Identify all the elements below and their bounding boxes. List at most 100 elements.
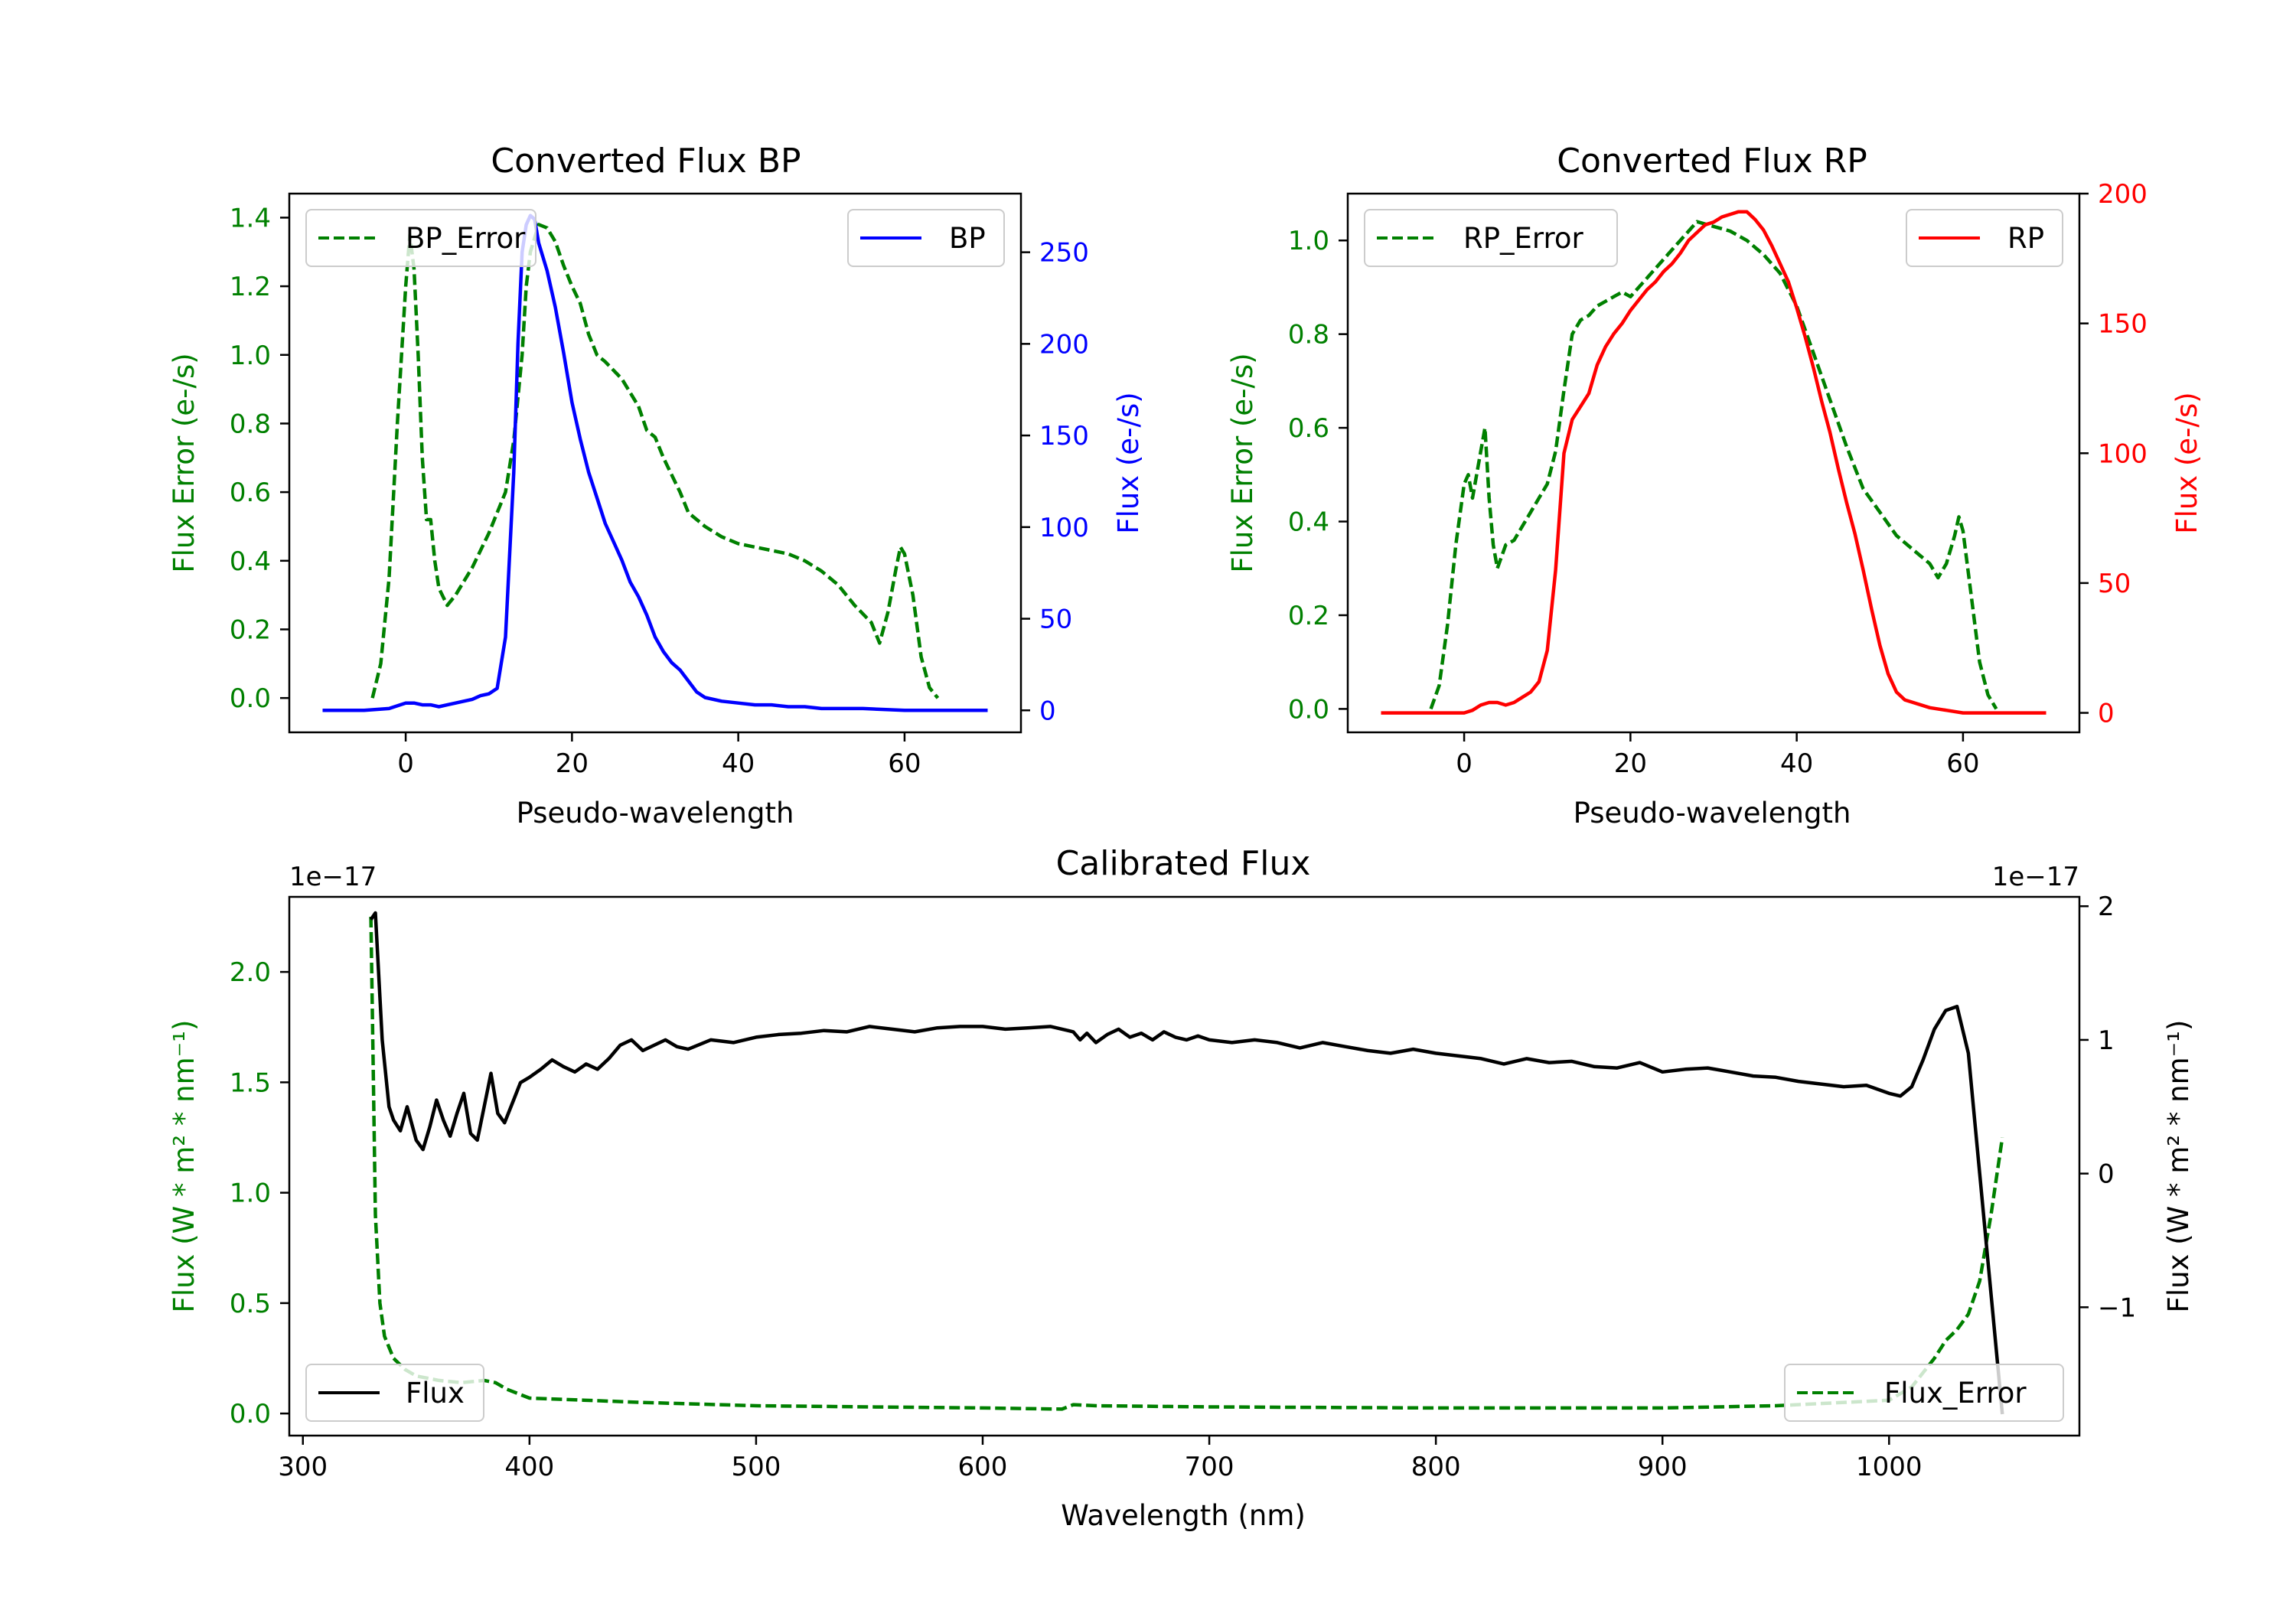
rp-ytick-right-label: 100 xyxy=(2098,438,2148,469)
calibrated-legend-left: Flux xyxy=(305,1364,484,1422)
calibrated-legend-left-box xyxy=(305,1364,484,1422)
calibrated-axes-frame xyxy=(288,895,2081,1437)
bp-ytick-left-label: 0.6 xyxy=(230,478,271,508)
calibrated-ytick-right-label: 0 xyxy=(2098,1159,2115,1190)
bp-xtick-label: 20 xyxy=(556,748,589,779)
rp-legend-left-box xyxy=(1364,209,1618,267)
rp-ytick-left-label: 0.2 xyxy=(1288,601,1329,631)
bp-ytick-right-label: 200 xyxy=(1039,329,1089,360)
rp-ytick-right-label: 50 xyxy=(2098,569,2131,599)
bp-ytick-left-label: 1.0 xyxy=(230,341,271,371)
rp-legend-right-label: RP xyxy=(2007,222,2044,255)
rp-ytick-left-label: 0.6 xyxy=(1288,413,1329,444)
rp-ytick-left-label: 0.8 xyxy=(1288,320,1329,350)
bp-series-layer xyxy=(322,214,988,712)
calibrated-xtick-label: 600 xyxy=(958,1452,1008,1482)
calibrated-series-flux xyxy=(369,911,2004,1415)
bp-title: Converted Flux BP xyxy=(491,142,801,181)
rp-legend-left-label: RP_Error xyxy=(1463,222,1583,255)
panel-rp: Converted Flux RP 0 20 40 60 0.0 0.2 0.4 0.6 0.8… xyxy=(1226,142,2203,830)
bp-xtick-label: 0 xyxy=(397,748,414,779)
bp-ytick-left-label: 1.2 xyxy=(230,272,271,302)
calibrated-ytick-right-label: −1 xyxy=(2098,1292,2136,1323)
bp-legend-left: BP_Error xyxy=(305,209,536,267)
calibrated-legend-right-label: Flux_Error xyxy=(1884,1377,2027,1410)
rp-legend-right-box xyxy=(1906,209,2063,267)
bp-series-bp xyxy=(322,214,988,712)
rp-ytick-left-label: 0.4 xyxy=(1288,507,1329,538)
bp-legend-right-label: BP xyxy=(949,222,986,255)
bp-ticks: 0 20 40 60 0.0 0.2 0.4 0.6 0.8 1.0 1.2 1.4 0 50 100 150… xyxy=(230,203,1089,779)
rp-series-layer xyxy=(1381,210,2047,715)
calibrated-ylabel-left: Flux (W * m² * nm⁻¹) xyxy=(168,1020,201,1313)
rp-xtick-label: 60 xyxy=(1946,748,1979,779)
bp-axes-frame xyxy=(288,192,1022,734)
calibrated-offset-left: 1e−17 xyxy=(289,862,377,892)
bp-ytick-right-label: 0 xyxy=(1039,696,1056,726)
bp-ytick-left-label: 0.8 xyxy=(230,409,271,439)
rp-xtick-label: 0 xyxy=(1456,748,1473,779)
bp-ylabel-left: Flux Error (e-/s) xyxy=(168,353,201,572)
bp-legend-left-label: BP_Error xyxy=(406,222,526,255)
calibrated-title: Calibrated Flux xyxy=(1056,844,1311,883)
bp-legend-right: BP xyxy=(847,209,1005,267)
bp-ylabel-right: Flux (e-/s) xyxy=(1112,392,1145,533)
rp-ytick-left-label: 0.0 xyxy=(1288,694,1329,725)
rp-title: Converted Flux RP xyxy=(1557,142,1867,181)
bp-ytick-right-label: 50 xyxy=(1039,605,1072,635)
calibrated-xtick-label: 500 xyxy=(731,1452,781,1482)
calibrated-legend-left-label: Flux xyxy=(406,1377,465,1410)
bp-legend-right-box xyxy=(847,209,1005,267)
calibrated-legend-right: Flux_Error xyxy=(1784,1364,2064,1422)
calibrated-ytick-left-label: 2.0 xyxy=(230,957,271,988)
bp-ytick-right-label: 150 xyxy=(1039,421,1089,451)
rp-axes-frame xyxy=(1346,192,2081,734)
bp-ytick-left-label: 0.2 xyxy=(230,614,271,645)
calibrated-ytick-right-label: 2 xyxy=(2098,892,2115,922)
bp-ytick-left-label: 0.0 xyxy=(230,683,271,714)
calibrated-xtick-label: 800 xyxy=(1411,1452,1461,1482)
rp-ytick-right-label: 200 xyxy=(2098,179,2148,210)
calibrated-xtick-label: 1000 xyxy=(1856,1452,1923,1482)
bp-xlabel: Pseudo-wavelength xyxy=(517,797,794,830)
bp-xtick-label: 40 xyxy=(722,748,755,779)
rp-ylabel-left: Flux Error (e-/s) xyxy=(1226,353,1259,572)
calibrated-ytick-left-label: 0.5 xyxy=(230,1289,271,1319)
rp-ylabel-right: Flux (e-/s) xyxy=(2170,392,2203,533)
bp-ytick-left-label: 0.4 xyxy=(230,546,271,577)
calibrated-ytick-left-label: 1.5 xyxy=(230,1068,271,1098)
panel-bp: Converted Flux BP 0 20 40 60 0.0 0.2 0.4 0.6 0.8… xyxy=(168,142,1145,830)
bp-series-bp-error xyxy=(370,223,940,699)
calibrated-xlabel: Wavelength (nm) xyxy=(1061,1499,1306,1532)
rp-legend-left: RP_Error xyxy=(1364,209,1618,267)
rp-ytick-right-label: 0 xyxy=(2098,699,2115,729)
bp-ytick-right-label: 250 xyxy=(1039,238,1089,269)
bp-legend-left-box xyxy=(305,209,536,267)
rp-legend-right: RP xyxy=(1906,209,2063,267)
calibrated-xtick-label: 300 xyxy=(278,1452,328,1482)
calibrated-ylabel-right: Flux (W * m² * nm⁻¹) xyxy=(2162,1020,2195,1313)
calibrated-ticks: 300 400 500 600 700 800 900 1000 0.0 0.5 1.0 1.5 2.0… xyxy=(230,892,2136,1482)
rp-series-rp xyxy=(1381,210,2047,715)
rp-ytick-right-label: 150 xyxy=(2098,309,2148,340)
rp-ytick-left-label: 1.0 xyxy=(1288,226,1329,256)
calibrated-xtick-label: 400 xyxy=(504,1452,554,1482)
rp-ticks: 0 20 40 60 0.0 0.2 0.4 0.6 0.8 1.0 0 50 100 150 200 xyxy=(1288,179,2148,779)
rp-xtick-label: 40 xyxy=(1780,748,1813,779)
rp-series-rp-error xyxy=(1429,220,1998,710)
calibrated-ytick-left-label: 0.0 xyxy=(230,1399,271,1429)
bp-ytick-right-label: 100 xyxy=(1039,513,1089,543)
bp-xtick-label: 60 xyxy=(888,748,921,779)
rp-xlabel: Pseudo-wavelength xyxy=(1574,797,1851,830)
calibrated-ytick-left-label: 1.0 xyxy=(230,1178,271,1209)
calibrated-xtick-label: 900 xyxy=(1638,1452,1688,1482)
rp-xtick-label: 20 xyxy=(1614,748,1647,779)
calibrated-legend-right-box xyxy=(1784,1364,2064,1422)
calibrated-xtick-label: 700 xyxy=(1185,1452,1234,1482)
calibrated-ytick-right-label: 1 xyxy=(2098,1025,2115,1056)
bp-ytick-left-label: 1.4 xyxy=(230,203,271,233)
panel-calibrated: Calibrated Flux 300 400 500 600 700 800 900 100… xyxy=(168,844,2195,1532)
calibrated-offset-right: 1e−17 xyxy=(1992,862,2079,892)
